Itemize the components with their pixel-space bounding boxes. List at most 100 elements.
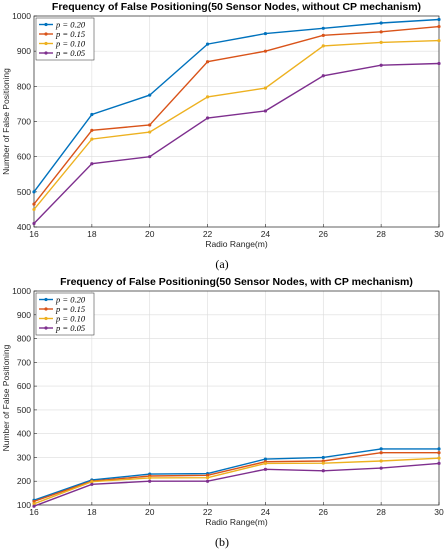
chart-b-legend-marker bbox=[44, 326, 48, 330]
chart-a-data-point bbox=[148, 155, 152, 159]
chart-a-data-point bbox=[205, 116, 210, 120]
chart-a-data-point bbox=[90, 137, 94, 141]
chart-b-data-point bbox=[32, 502, 36, 506]
chart-a-y-tick-label: 400 bbox=[17, 222, 31, 232]
chart-a-x-axis-label: Radio Range(m) bbox=[205, 239, 268, 249]
chart-a-y-tick-label: 800 bbox=[17, 81, 31, 91]
chart-a-data-point bbox=[379, 40, 383, 44]
chart-b-data-point bbox=[437, 461, 441, 465]
chart-a-y-tick-label: 900 bbox=[17, 46, 31, 56]
chart-b-legend-label: p = 0.05 bbox=[55, 323, 85, 333]
chart-b-x-tick-label: 24 bbox=[261, 507, 271, 517]
chart-a-series-line bbox=[33, 62, 440, 224]
chart-a-y-axis-label: Number of False Positioning bbox=[1, 68, 11, 175]
chart-b-data-point bbox=[379, 459, 383, 463]
chart-b-y-tick-label: 500 bbox=[17, 405, 31, 415]
chart-b-y-tick-label: 800 bbox=[17, 334, 31, 344]
chart-b-y-tick-label: 100 bbox=[17, 500, 31, 510]
chart-b-data-point bbox=[437, 456, 441, 460]
chart-b-series-line bbox=[33, 448, 439, 501]
chart-a-data-point bbox=[437, 24, 441, 29]
chart-b-data-point bbox=[148, 479, 152, 483]
chart-a: 16 18 20 22 24 26 28 30 400 500 600 700 800 900 1000 Fr… bbox=[1, 1, 444, 271]
chart-b-x-tick-label: 22 bbox=[203, 507, 213, 517]
chart-a-y-tick-label: 1000 bbox=[12, 11, 31, 21]
chart-b-x-tick-label: 30 bbox=[434, 507, 444, 517]
chart-b-legend-marker bbox=[44, 297, 48, 302]
chart-a-data-point bbox=[263, 109, 268, 113]
chart-b-data-point bbox=[437, 447, 441, 451]
chart-b-y-tick-label: 600 bbox=[17, 381, 31, 391]
chart-b-data-point bbox=[205, 476, 210, 480]
chart-a-series-line bbox=[33, 25, 440, 205]
chart-b-legend-marker bbox=[44, 307, 48, 311]
chart-b-data-point bbox=[263, 457, 268, 461]
chart-b-x-tick-label: 16 bbox=[29, 507, 39, 517]
chart-b-data-point bbox=[90, 482, 94, 486]
chart-b-y-tick-label: 300 bbox=[17, 452, 31, 462]
chart-a-legend-label: p = 0.05 bbox=[55, 48, 85, 58]
chart-b-y-tick-label: 200 bbox=[17, 476, 31, 486]
chart-a-data-point bbox=[90, 112, 94, 117]
chart-b-plot-area bbox=[34, 291, 439, 505]
chart-a-data-point bbox=[379, 30, 383, 34]
chart-a-data-point bbox=[437, 39, 441, 43]
chart-a-data-point bbox=[321, 74, 325, 78]
chart-a-data-point bbox=[437, 17, 441, 22]
chart-b-data-point bbox=[379, 447, 383, 451]
chart-b-data-point bbox=[321, 461, 325, 465]
chart-b-data-point bbox=[379, 451, 383, 455]
chart-b-legend-label: p = 0.15 bbox=[55, 304, 85, 314]
chart-b-y-tick-label: 900 bbox=[17, 310, 31, 320]
chart-a-data-point bbox=[32, 221, 36, 226]
chart-b-legend-marker bbox=[44, 316, 48, 321]
chart-a-data-point bbox=[321, 44, 325, 48]
chart-a-x-tick-label: 28 bbox=[376, 229, 386, 239]
chart-b-panel-label: (b) bbox=[215, 535, 229, 549]
chart-b-x-tick-label: 28 bbox=[376, 507, 386, 517]
chart-b-data-point bbox=[321, 469, 325, 473]
chart-a-data-point bbox=[263, 86, 268, 90]
chart-b-data-point bbox=[379, 466, 383, 470]
chart-a-legend-marker bbox=[44, 51, 48, 55]
chart-a-legend-label: p = 0.20 bbox=[55, 20, 86, 30]
chart-b-series-line bbox=[33, 462, 440, 507]
chart-b-x-tick-label: 26 bbox=[319, 507, 329, 517]
chart-a-x-tick-label: 18 bbox=[87, 229, 97, 239]
chart-b-y-tick-label: 700 bbox=[17, 357, 31, 367]
chart-a-data-point bbox=[321, 26, 325, 30]
chart-a-series-line bbox=[33, 18, 440, 193]
chart-b-data-point bbox=[263, 467, 268, 471]
chart-b-data-point bbox=[205, 473, 210, 477]
chart-b-axes-box bbox=[33, 290, 440, 506]
chart-a-data-point bbox=[32, 202, 36, 206]
chart-a-data-point bbox=[205, 42, 210, 46]
chart-a-data-point bbox=[263, 31, 268, 36]
chart-a-legend-label: p = 0.10 bbox=[55, 39, 86, 49]
chart-a-series-line bbox=[33, 39, 440, 210]
chart-b-x-axis-label: Radio Range(m) bbox=[205, 517, 268, 527]
chart-b-legend-label: p = 0.10 bbox=[55, 314, 86, 324]
chart-b-y-tick-label: 400 bbox=[17, 429, 31, 439]
chart-a-legend-label: p = 0.15 bbox=[55, 29, 85, 39]
chart-a-data-point bbox=[148, 93, 152, 97]
chart-a-legend-marker bbox=[44, 32, 48, 36]
chart-b-data-point bbox=[321, 455, 325, 460]
chart-b-series-line bbox=[33, 457, 440, 505]
chart-a-x-tick-label: 20 bbox=[145, 229, 155, 239]
chart-a-data-point bbox=[32, 207, 36, 212]
chart-b-legend-label: p = 0.20 bbox=[55, 295, 86, 305]
chart-a-x-tick-label: 24 bbox=[261, 229, 271, 239]
chart-a-data-point bbox=[379, 21, 383, 25]
chart-a-x-tick-label: 30 bbox=[434, 229, 444, 239]
chart-b-data-point bbox=[263, 461, 268, 465]
chart-a-data-point bbox=[205, 60, 210, 64]
chart-b-data-point bbox=[205, 479, 210, 483]
chart-a-data-point bbox=[90, 128, 94, 132]
chart-b-data-point bbox=[437, 451, 441, 455]
chart-a-x-tick-label: 26 bbox=[319, 229, 329, 239]
chart-b-title: Frequency of False Positioning(50 Sensor… bbox=[60, 276, 413, 288]
chart-a-data-point bbox=[148, 130, 152, 134]
chart-a-data-point bbox=[437, 61, 441, 66]
